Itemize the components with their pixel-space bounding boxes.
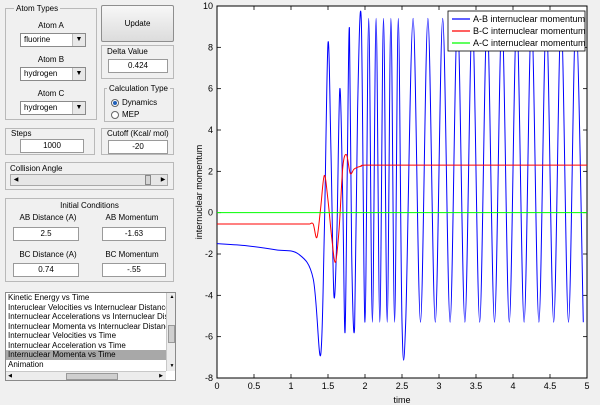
plot-type-list-item[interactable]: Internuclear Momenta vs Time (6, 350, 166, 360)
x-tick-label: 2.5 (396, 381, 409, 391)
dynamics-radio[interactable]: Dynamics (111, 98, 157, 108)
atom-b-label: Atom B (37, 55, 65, 64)
atom-a-value: fluorine (24, 35, 51, 44)
x-tick-label: 1 (288, 381, 293, 391)
radio-selected-icon (111, 99, 119, 107)
scroll-left-arrow-icon[interactable]: ◀ (8, 373, 12, 379)
cutoff-group: Cutoff (Kcal/ mol) -20 (101, 128, 174, 155)
ab-distance-label: AB Distance (A) (19, 213, 77, 222)
x-tick-label: 1.5 (322, 381, 335, 391)
delta-value-title: Delta Value (107, 47, 148, 56)
cutoff-input[interactable]: -20 (108, 140, 168, 154)
y-tick-label: 2 (208, 166, 213, 176)
plot-type-list-item[interactable]: Kinetic Energy vs Time (8, 293, 90, 302)
initial-conditions-group: Initial Conditions AB Distance (A) AB Mo… (5, 198, 174, 282)
x-tick-label: 3 (436, 381, 441, 391)
series-line-1 (216, 10, 584, 361)
y-tick-label: 8 (208, 42, 213, 52)
plot-type-list-item[interactable]: Internuclear Momenta vs Internuclear Dis… (8, 321, 166, 331)
chevron-down-icon: ▼ (72, 102, 85, 114)
steps-title: Steps (11, 129, 32, 138)
y-tick-label: -8 (205, 373, 213, 383)
calculation-type-group: Calculation Type Dynamics MEP (104, 83, 174, 122)
y-tick-label: -2 (205, 249, 213, 259)
slider-right-arrow-icon[interactable]: ▶ (160, 177, 166, 183)
x-axis-label: time (393, 395, 410, 405)
collision-angle-title: Collision Angle (10, 164, 63, 173)
calculation-type-title: Calculation Type (107, 83, 170, 94)
x-tick-label: 4 (510, 381, 515, 391)
atom-types-group: Atom Types Atom A fluorine ▼ Atom B hydr… (5, 3, 97, 120)
scroll-up-arrow-icon[interactable]: ▲ (169, 294, 175, 300)
y-tick-label: -4 (205, 290, 213, 300)
plot-type-list-item[interactable]: Internuclear Acceleration vs Time (8, 340, 126, 350)
y-tick-label: 0 (208, 208, 213, 218)
steps-group: Steps 1000 (5, 128, 95, 155)
atom-c-label: Atom C (37, 89, 65, 98)
dynamics-label: Dynamics (122, 98, 158, 107)
atom-a-select[interactable]: fluorine ▼ (20, 33, 86, 47)
x-tick-label: 0 (214, 381, 219, 391)
atom-a-label: Atom A (38, 21, 64, 30)
y-tick-label: 4 (208, 125, 213, 135)
chevron-down-icon: ▼ (72, 34, 85, 46)
initial-conditions-title: Initial Conditions (60, 201, 119, 210)
update-button[interactable]: Update (101, 5, 174, 42)
x-tick-label: 4.5 (544, 381, 557, 391)
atom-b-value: hydrogen (24, 69, 58, 78)
y-tick-label: 6 (208, 84, 213, 94)
legend-box (447, 10, 586, 52)
delta-value-group: Delta Value 0.424 (101, 45, 174, 79)
scroll-h-thumb[interactable] (66, 373, 118, 380)
atom-c-select[interactable]: hydrogen ▼ (20, 101, 86, 115)
y-tick-label: -6 (205, 332, 213, 342)
series-line-2 (216, 154, 587, 263)
plot-type-list-item[interactable]: Interuclear Velocities vs Internuclear D… (8, 302, 166, 312)
y-tick-label: 10 (203, 1, 213, 11)
scroll-right-arrow-icon[interactable]: ▶ (159, 373, 163, 379)
legend-entry: A-B internuclear momentum (473, 14, 585, 24)
atom-b-select[interactable]: hydrogen ▼ (20, 67, 86, 81)
ab-momentum-label: AB Momentum (105, 213, 159, 222)
mep-radio[interactable]: MEP (111, 110, 139, 120)
atom-c-value: hydrogen (24, 103, 58, 112)
listbox-vertical-scrollbar[interactable]: ▲ ▼ (166, 293, 175, 371)
bc-momentum-input[interactable]: -.55 (102, 263, 166, 277)
scroll-thumb[interactable] (168, 325, 175, 343)
listbox-horizontal-scrollbar[interactable]: ◀ ▶ (6, 371, 166, 380)
plot-type-listbox[interactable]: Kinetic Energy vs Time Interuclear Veloci… (5, 292, 176, 381)
bc-distance-label: BC Distance (A) (19, 250, 77, 259)
bc-distance-input[interactable]: 0.74 (13, 263, 79, 277)
bc-momentum-label: BC Momentum (105, 250, 159, 259)
mep-label: MEP (122, 110, 140, 119)
atom-types-title: Atom Types (14, 3, 61, 14)
plot-type-list-item[interactable]: Internuclear Accelerations vs Internucle… (8, 312, 166, 321)
scroll-down-arrow-icon[interactable]: ▼ (169, 363, 175, 369)
slider-thumb[interactable] (145, 175, 152, 185)
steps-input[interactable]: 1000 (20, 139, 84, 153)
ab-momentum-input[interactable]: -1.63 (102, 227, 166, 241)
cutoff-title: Cutoff (Kcal/ mol) (107, 129, 169, 138)
delta-value-input[interactable]: 0.424 (108, 59, 168, 73)
plot-type-list-item[interactable]: Animation (8, 359, 44, 369)
x-tick-label: 3.5 (470, 381, 483, 391)
collision-angle-group: Collision Angle ◀ ▶ (5, 162, 174, 190)
radio-unselected-icon (111, 111, 119, 119)
collision-angle-slider[interactable]: ◀ ▶ (10, 174, 168, 186)
slider-left-arrow-icon[interactable]: ◀ (13, 177, 19, 183)
chevron-down-icon: ▼ (72, 68, 85, 80)
plot-type-list: Kinetic Energy vs Time Interuclear Veloci… (6, 293, 166, 369)
momentum-plot: 0 0.5 1 1.5 2 2.5 3 3.5 4 4.5 5 10 8 6 4 2 0 -2 -4 -6 -8 time… (194, 1, 590, 405)
plot-type-list-item[interactable]: Internuclear Velocities vs Time (8, 331, 117, 340)
x-tick-label: 2 (362, 381, 367, 391)
x-tick-label: 5 (584, 381, 589, 391)
legend-entry: B-C internuclear momentum (473, 26, 586, 36)
x-tick-label: 0.5 (248, 381, 261, 391)
legend-entry: A-C internuclear momentum (473, 38, 586, 48)
ab-distance-input[interactable]: 2.5 (13, 227, 79, 241)
y-axis-label: internuclear momentum (194, 145, 204, 240)
